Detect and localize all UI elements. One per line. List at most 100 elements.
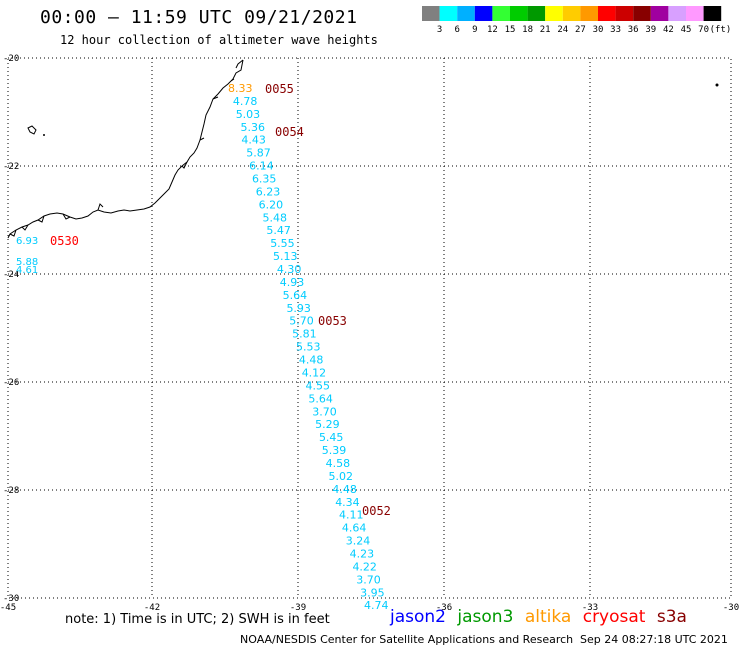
color-swatch bbox=[457, 6, 475, 21]
wave-height-value: 5.88 bbox=[16, 257, 38, 268]
page-subtitle: 12 hour collection of altimeter wave hei… bbox=[60, 33, 378, 47]
wave-height-value: 6.20 bbox=[259, 198, 284, 211]
color-scale-tick: 21 bbox=[540, 25, 551, 35]
color-swatch bbox=[439, 6, 458, 21]
wave-height-value: 8.33 bbox=[228, 82, 253, 95]
longitude-label: -39 bbox=[290, 603, 306, 613]
wave-height-value: 4.23 bbox=[350, 547, 375, 560]
latitude-label: -20 bbox=[3, 54, 19, 64]
wave-height-value: 4.78 bbox=[233, 95, 258, 108]
latitude-label: -26 bbox=[3, 378, 19, 388]
pass-time-label: 0055 bbox=[265, 82, 294, 96]
wave-height-value: 4.55 bbox=[306, 379, 331, 392]
color-swatch bbox=[650, 6, 669, 21]
pass-time-label: 0052 bbox=[362, 504, 391, 518]
satellite-legend-cryosat: cryosat bbox=[582, 607, 646, 627]
wave-height-value: 5.70 bbox=[289, 315, 314, 328]
pass-time-label: 0054 bbox=[275, 125, 304, 139]
color-swatch bbox=[562, 6, 581, 21]
color-swatch bbox=[580, 6, 598, 21]
footer-timestamp: Sep 24 08:27:18 UTC 2021 bbox=[580, 633, 728, 646]
pass-time-label: 0530 bbox=[50, 234, 79, 248]
color-swatch bbox=[615, 6, 634, 21]
wave-height-value: 4.74 bbox=[364, 599, 389, 612]
wave-height-value: 5.64 bbox=[283, 289, 308, 302]
wave-height-value: 4.64 bbox=[342, 522, 367, 535]
page-title: 00:00 – 11:59 UTC 09/21/2021 bbox=[40, 7, 358, 28]
color-swatch bbox=[545, 6, 563, 21]
color-swatch bbox=[422, 6, 440, 21]
longitude-label: -45 bbox=[0, 603, 16, 613]
color-scale-tick: 12 bbox=[487, 25, 498, 35]
longitude-label: -36 bbox=[436, 603, 452, 613]
color-scale-tick: 24 bbox=[557, 25, 568, 35]
color-scale-tick: 70 bbox=[698, 25, 709, 35]
satellite-legend: jason2 jason3 altika cryosat s3a bbox=[390, 607, 693, 627]
island bbox=[27, 125, 37, 135]
wave-height-value: 5.64 bbox=[308, 392, 333, 405]
island-dot bbox=[43, 134, 45, 136]
color-scale-legend: 3 6 9 12 15 18 21 24 27 30 33 36 39 42 45 70 (ft) bbox=[422, 6, 732, 35]
wave-height-value: 4.12 bbox=[302, 366, 327, 379]
wave-height-value: 4.58 bbox=[326, 457, 351, 470]
latitude-label: -30 bbox=[3, 594, 19, 604]
color-swatch bbox=[510, 6, 528, 21]
wave-height-value: 5.87 bbox=[246, 147, 271, 160]
wave-height-value: 5.81 bbox=[292, 328, 317, 341]
wave-height-value: 5.02 bbox=[329, 470, 354, 483]
wave-height-value: 3.24 bbox=[346, 535, 371, 548]
longitude-label: -30 bbox=[723, 603, 739, 613]
wave-height-value: 4.93 bbox=[280, 276, 305, 289]
color-swatch bbox=[527, 6, 546, 21]
color-scale-unit: (ft) bbox=[710, 25, 732, 35]
wave-height-value: 6.23 bbox=[256, 185, 280, 198]
wave-height-value: 5.39 bbox=[322, 444, 347, 457]
wave-height-value: 5.55 bbox=[270, 237, 295, 250]
wave-height-value: 4.48 bbox=[299, 354, 324, 367]
wave-height-value: 5.48 bbox=[263, 211, 288, 224]
wave-height-value: 4.61 bbox=[16, 265, 38, 276]
pass-time-label: 0053 bbox=[318, 314, 347, 328]
wave-height-value: 4.22 bbox=[352, 560, 377, 573]
wave-height-value: 5.45 bbox=[319, 431, 344, 444]
wave-height-value: 4.30 bbox=[277, 263, 302, 276]
wave-height-value: 3.95 bbox=[360, 586, 385, 599]
color-swatch bbox=[598, 6, 616, 21]
wave-height-value: 5.93 bbox=[286, 302, 311, 315]
coastline-path bbox=[7, 59, 244, 239]
island-dot bbox=[715, 83, 719, 87]
satellite-legend-jason3: jason3 bbox=[457, 607, 514, 627]
wave-height-value: 6.93 bbox=[16, 236, 38, 247]
color-scale-tick: 45 bbox=[681, 25, 692, 35]
latitude-label: -28 bbox=[3, 486, 19, 496]
map-frame bbox=[7, 57, 732, 599]
coastline-detail bbox=[9, 59, 244, 237]
wave-height-value: 3.70 bbox=[356, 573, 381, 586]
color-scale-tick: 33 bbox=[610, 25, 621, 35]
color-scale-tick: 6 bbox=[454, 25, 459, 35]
wave-height-value: 5.03 bbox=[236, 108, 261, 121]
color-swatch bbox=[686, 6, 704, 21]
map-grid: -20-22-24-26-28-30-45 -42 -39 -36 -33 -30 bbox=[0, 54, 739, 613]
color-swatch bbox=[703, 6, 722, 21]
color-swatch bbox=[633, 6, 651, 21]
color-scale-tick: 36 bbox=[628, 25, 639, 35]
longitude-label: -42 bbox=[144, 603, 160, 613]
wave-height-value: 5.13 bbox=[273, 250, 298, 263]
color-swatch bbox=[474, 6, 493, 21]
track-b: 6.93 5.884.61 0530 bbox=[16, 234, 79, 276]
wave-height-value: 4.43 bbox=[241, 134, 266, 147]
wave-height-value: 4.11 bbox=[339, 509, 364, 522]
color-scale-tick: 39 bbox=[645, 25, 656, 35]
wave-height-value: 5.29 bbox=[315, 418, 340, 431]
wave-height-value: 4.34 bbox=[335, 496, 360, 509]
color-scale-tick: 27 bbox=[575, 25, 586, 35]
longitude-label: -33 bbox=[582, 603, 598, 613]
color-scale-tick: 18 bbox=[522, 25, 533, 35]
color-swatch bbox=[492, 6, 510, 21]
wave-height-value: 4.48 bbox=[332, 483, 357, 496]
color-scale-tick: 42 bbox=[663, 25, 674, 35]
wave-height-value: 6.35 bbox=[252, 173, 277, 186]
wave-height-value: 6.14 bbox=[249, 160, 274, 173]
